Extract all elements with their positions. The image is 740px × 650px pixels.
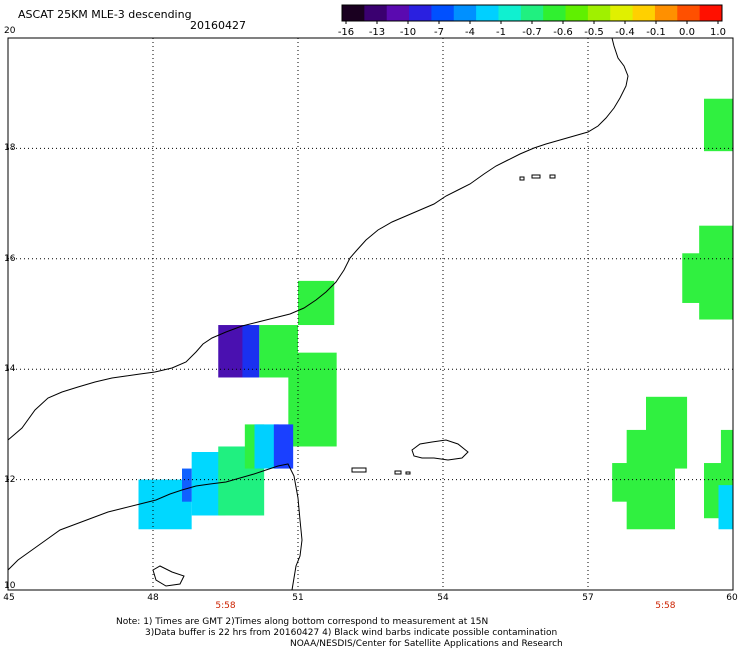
colorbar-swatch-12 — [610, 5, 634, 21]
colorbar-swatch-6 — [476, 5, 499, 21]
pass-time-label: 5:58 — [655, 601, 676, 611]
colorbar-swatch-5 — [453, 5, 477, 21]
footnote-line-3: NOAA/NESDIS/Center for Satellite Applica… — [290, 639, 563, 649]
islet-3 — [519, 176, 525, 181]
lat-tick-label: 20 — [4, 26, 16, 36]
islet-0 — [351, 467, 367, 473]
footnote-line-2: 3)Data buffer is 22 hrs from 20160427 4)… — [145, 628, 558, 638]
wind-cell-12 — [704, 98, 733, 152]
islet-5 — [549, 174, 556, 179]
colorbar-tick-label: 1.0 — [710, 27, 726, 38]
islet-1 — [394, 470, 402, 475]
land-outline-south — [152, 565, 185, 587]
colorbar-tick-label: -1 — [496, 27, 506, 38]
wind-cell-11 — [182, 468, 192, 502]
colorbar-swatch-10 — [565, 5, 589, 21]
colorbar-swatch-9 — [543, 5, 567, 21]
colorbar-swatch-1 — [364, 5, 388, 21]
colorbar-tick-label: -16 — [337, 27, 355, 38]
lat-tick-label: 16 — [4, 253, 16, 264]
colorbar-swatch-2 — [386, 5, 410, 21]
colorbar-swatch-14 — [654, 5, 678, 21]
colorbar-tick-label: -7 — [434, 27, 444, 38]
lon-tick-label: 51 — [292, 593, 304, 603]
lat-tick-label: 18 — [4, 143, 16, 154]
colorbar-tick-label: -0.7 — [522, 27, 542, 38]
lon-tick-label: 48 — [147, 593, 159, 603]
wind-cell-14 — [699, 225, 733, 320]
wind-cell-20 — [720, 429, 733, 469]
coastline-socotra — [411, 439, 469, 461]
colorbar-tick-label: -4 — [465, 27, 475, 38]
colorbar-tick-label: -10 — [399, 27, 417, 38]
footnote-line-1: Note: 1) Times are GMT 2)Times along bot… — [116, 617, 489, 627]
colorbar-swatch-8 — [520, 5, 544, 21]
colorbar-swatch-4 — [431, 5, 455, 21]
wind-cell-3 — [288, 352, 337, 447]
lat-tick-label: 10 — [4, 581, 16, 591]
coastline-somalia — [7, 463, 303, 591]
colorbar-tick-label: -0.5 — [584, 27, 604, 38]
wind-cell-4 — [298, 280, 335, 326]
lon-tick-label: 57 — [582, 593, 594, 603]
lon-tick-label: 54 — [437, 593, 449, 603]
colorbar-tick-label: 0.0 — [679, 27, 695, 38]
wind-cell-9 — [273, 424, 294, 469]
colorbar-swatch-0 — [342, 5, 365, 21]
colorbar-tick-label: -0.1 — [646, 27, 666, 38]
colorbar-swatch-7 — [498, 5, 522, 21]
colorbar-swatch-13 — [632, 5, 656, 21]
pass-time-label: 5:58 — [215, 601, 236, 611]
lon-tick-label: 60 — [726, 593, 738, 603]
product-title: ASCAT 25KM MLE-3 descending — [18, 8, 192, 21]
colorbar-swatch-3 — [409, 5, 432, 21]
islet-4 — [531, 174, 541, 179]
coastline-arabia — [7, 37, 629, 441]
wind-cell-1 — [242, 325, 260, 378]
lon-tick-label: 45 — [3, 593, 15, 603]
colorbar-swatch-11 — [587, 5, 611, 21]
lat-tick-label: 12 — [4, 474, 16, 485]
plot-frame — [7, 37, 734, 591]
wind-cell-19 — [718, 485, 733, 530]
lat-tick-label: 14 — [4, 364, 16, 375]
islet-2 — [405, 471, 411, 475]
colorbar-tick-label: -0.6 — [553, 27, 573, 38]
colorbar-swatch-16 — [699, 5, 723, 21]
wind-cell-17 — [612, 463, 666, 502]
colorbar-tick-label: -13 — [368, 27, 386, 38]
colorbar-swatch-15 — [677, 5, 701, 21]
product-date: 20160427 — [190, 19, 246, 32]
colorbar-tick-label: -0.4 — [615, 27, 635, 38]
